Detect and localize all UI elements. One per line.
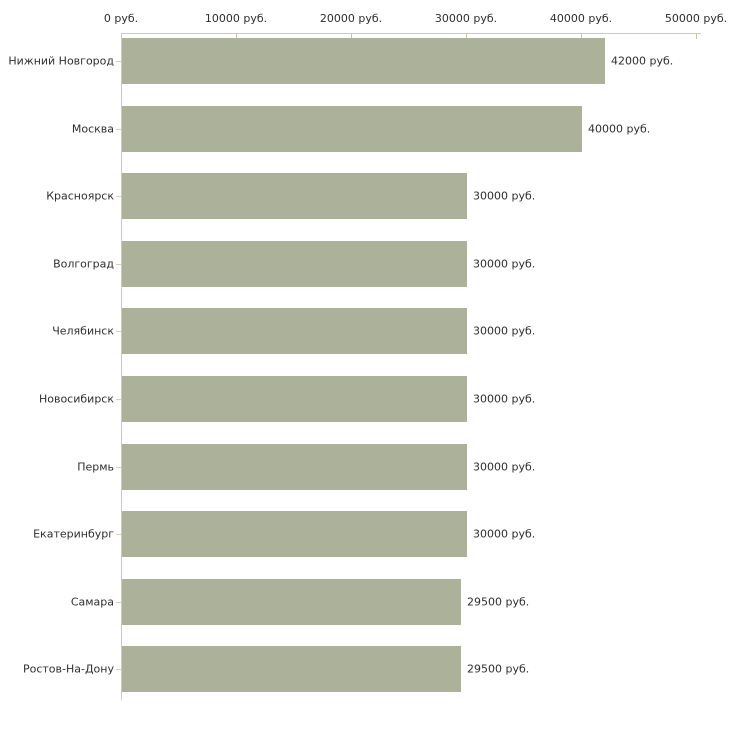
- bar: [122, 308, 467, 354]
- x-tick-label: 50000 руб.: [664, 12, 728, 25]
- x-tick: [236, 34, 237, 39]
- x-tick: [581, 34, 582, 39]
- bar: [122, 106, 582, 152]
- category-tick: [116, 196, 121, 197]
- category-label: Челябинск: [52, 324, 114, 338]
- x-tick-label: 0 руб.: [103, 12, 139, 25]
- y-axis-line: [121, 33, 122, 700]
- category-tick: [116, 331, 121, 332]
- category-tick: [116, 264, 121, 265]
- bar: [122, 646, 461, 692]
- bar: [122, 579, 461, 625]
- bar-value-label: 30000 руб.: [473, 527, 536, 541]
- bar-value-label: 30000 руб.: [473, 324, 536, 338]
- category-tick: [116, 129, 121, 130]
- bar: [122, 241, 467, 287]
- category-tick: [116, 399, 121, 400]
- bar-value-label: 29500 руб.: [467, 595, 530, 609]
- bar: [122, 173, 467, 219]
- bar-value-label: 40000 руб.: [588, 122, 651, 136]
- bar-value-label: 30000 руб.: [473, 257, 536, 271]
- x-tick-label: 30000 руб.: [434, 12, 498, 25]
- category-label: Новосибирск: [38, 392, 114, 406]
- category-tick: [116, 534, 121, 535]
- x-tick-label: 20000 руб.: [319, 12, 383, 25]
- bar-value-label: 30000 руб.: [473, 392, 536, 406]
- category-label: Самара: [70, 595, 114, 609]
- category-label: Красноярск: [46, 189, 114, 203]
- category-label: Нижний Новгород: [8, 54, 114, 68]
- bar-value-label: 30000 руб.: [473, 189, 536, 203]
- x-tick: [351, 34, 352, 39]
- category-label: Пермь: [77, 460, 114, 474]
- bar: [122, 376, 467, 422]
- category-tick: [116, 669, 121, 670]
- bar: [122, 511, 467, 557]
- x-tick: [121, 34, 122, 39]
- x-axis-line: [121, 33, 701, 34]
- category-tick: [116, 61, 121, 62]
- category-tick: [116, 602, 121, 603]
- bar-value-label: 42000 руб.: [611, 54, 674, 68]
- bar-value-label: 30000 руб.: [473, 460, 536, 474]
- category-label: Екатеринбург: [33, 527, 114, 541]
- category-label: Волгоград: [53, 257, 114, 271]
- category-label: Москва: [71, 122, 114, 136]
- x-tick-label: 10000 руб.: [204, 12, 268, 25]
- bar-value-label: 29500 руб.: [467, 662, 530, 676]
- x-tick-label: 40000 руб.: [549, 12, 613, 25]
- category-tick: [116, 467, 121, 468]
- x-tick: [466, 34, 467, 39]
- bar: [122, 38, 605, 84]
- x-tick: [696, 34, 697, 39]
- bar: [122, 444, 467, 490]
- category-label: Ростов-На-Дону: [22, 662, 114, 676]
